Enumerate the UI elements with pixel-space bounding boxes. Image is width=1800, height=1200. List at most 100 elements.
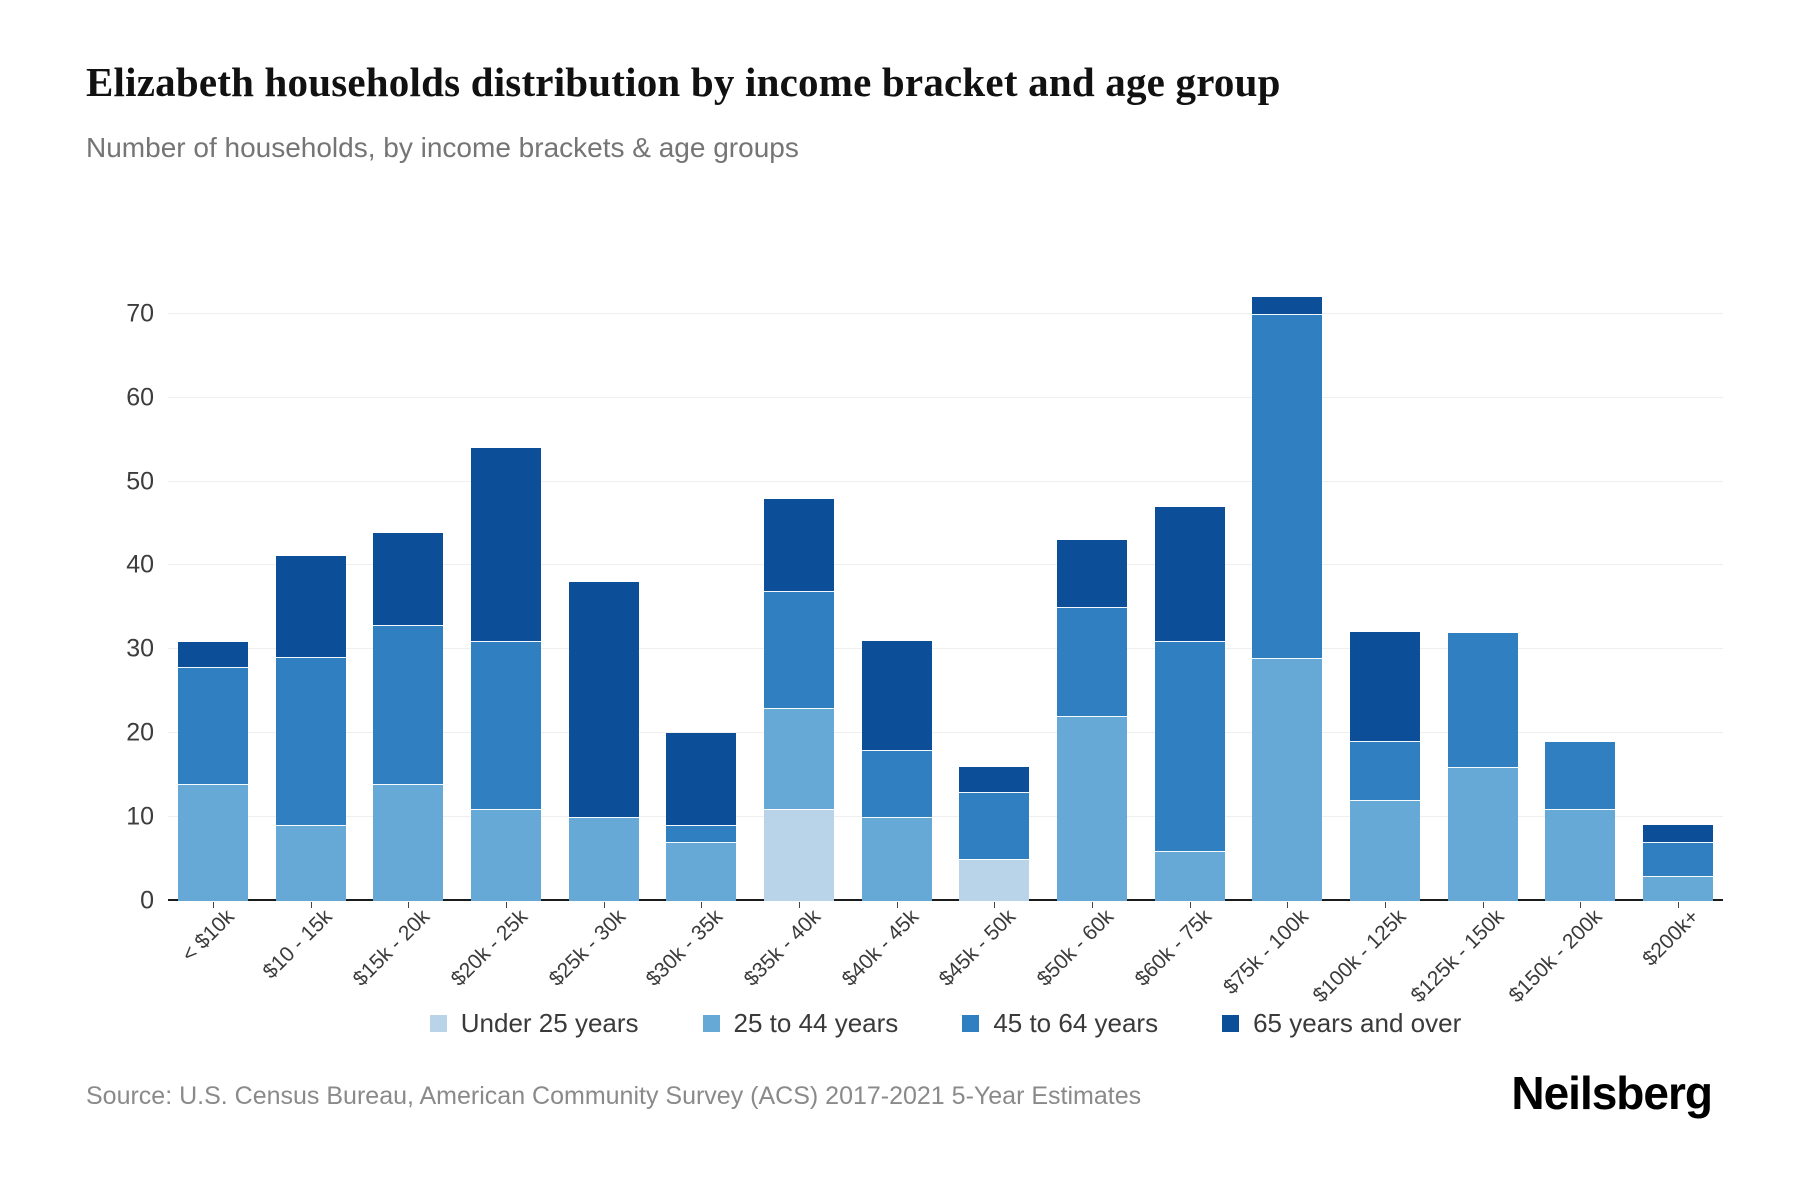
bar-segment-65-years-and-over[interactable] [275,556,346,657]
chart-legend: Under 25 years 25 to 44 years 45 to 64 yea… [168,1008,1723,1039]
bar-segment-45-to-64-years[interactable] [1349,741,1420,800]
x-axis-tick [505,902,507,908]
legend-label: 25 to 44 years [733,1008,899,1038]
legend-item-65-years-and-over: 65 years and over [1222,1008,1461,1039]
bar-segment-25-to-44-years[interactable] [1447,767,1518,901]
x-axis-label: $40k - 45k [837,905,923,991]
x-axis-tick [896,902,898,908]
bar-50k-60k: $50k - 60k [1032,297,1127,991]
x-axis-label: $60k - 75k [1130,905,1216,991]
bar-segment-25-to-44-years[interactable] [1154,851,1225,901]
legend-item-under-25-years: Under 25 years [429,1008,639,1039]
x-axis-tick [310,902,312,908]
bar-segment-65-years-and-over[interactable] [959,767,1030,792]
bar-segment-45-to-64-years[interactable] [373,625,444,784]
source-note: Source: U.S. Census Bureau, American Com… [86,1082,1142,1110]
x-axis-label: $30k - 35k [641,905,728,991]
bar-30k-35k: $30k - 35k [642,297,737,991]
bar-segment-45-to-64-years[interactable] [1642,842,1713,876]
bar-segment-25-to-44-years[interactable] [1252,658,1323,901]
x-axis-label: $25k - 30k [544,905,630,991]
bar-segment-25-to-44-years[interactable] [1642,876,1713,901]
bar-segment-25-to-44-years[interactable] [178,784,248,901]
bar-segment-45-to-64-years[interactable] [763,591,834,708]
bar-segment-65-years-and-over[interactable] [470,448,541,641]
bar-segment-under-25-years[interactable] [763,809,834,901]
bar-segment-45-to-64-years[interactable] [1154,641,1225,851]
bar-15k-20k: $15k - 20k [349,297,444,991]
y-axis-tick-label-40: 40 [126,550,154,579]
bar-segment-25-to-44-years[interactable] [666,842,737,901]
x-axis-tick [1580,902,1582,908]
bar-segment-45-to-64-years[interactable] [1545,742,1616,809]
bars-container: < $10k $10 - 15k $15k - 20k $20k - 25k $25k … [168,297,1723,1007]
bar-segment-45-to-64-years[interactable] [666,825,737,842]
bar-segment-65-years-and-over[interactable] [861,641,932,750]
bar-segment-65-years-and-over[interactable] [666,733,737,825]
bar-segment-25-to-44-years[interactable] [1349,800,1420,901]
bar-segment-45-to-64-years[interactable] [470,641,541,809]
x-axis-tick [408,902,410,908]
x-axis-tick [1189,902,1191,908]
bar-40k-45k: $40k - 45k [837,297,932,991]
bar-segment-65-years-and-over[interactable] [1642,825,1713,842]
x-axis-tick [1384,902,1386,908]
x-axis-label: $15k - 20k [348,905,435,991]
gridline-20 [168,732,1723,733]
gridline-50 [168,481,1723,482]
x-axis-label: $50k - 60k [1032,905,1119,991]
bar-segment-25-to-44-years[interactable] [373,784,444,901]
bar-45k-50k: $45k - 50k [935,297,1030,991]
bar-segment-65-years-and-over[interactable] [178,642,248,667]
bar-segment-65-years-and-over[interactable] [1349,632,1420,741]
legend-label: 65 years and over [1253,1008,1462,1038]
bar-segment-65-years-and-over[interactable] [1056,540,1127,607]
x-axis-label: $125k - 150k [1406,905,1509,1008]
legend-label: Under 25 years [460,1008,639,1038]
bar-200k: $200k+ [1639,297,1713,970]
x-axis-label: $10 - 15k [258,905,337,984]
bar-segment-25-to-44-years[interactable] [763,708,834,809]
bar-segment-65-years-and-over[interactable] [1252,297,1323,314]
bar-125k-150k: $125k - 150k [1407,297,1518,1007]
bar-segment-25-to-44-years[interactable] [1545,809,1616,901]
bar-segment-65-years-and-over[interactable] [568,582,639,817]
x-axis-tick [603,902,605,908]
gridline-30 [168,648,1723,649]
bar-10-15k: $10 - 15k [259,297,346,983]
bar-segment-65-years-and-over[interactable] [373,533,444,625]
x-axis-label: < $10k [177,905,240,967]
x-axis-tick [1482,902,1484,908]
neilsberg-logo: Neilsberg [1511,1067,1713,1119]
bar-segment-25-to-44-years[interactable] [568,817,639,901]
bar-segment-45-to-64-years[interactable] [275,657,346,825]
y-axis-tick-label-50: 50 [126,467,154,496]
gridline-10 [168,816,1723,817]
bar-segment-45-to-64-years[interactable] [1056,607,1127,716]
x-axis-tick [994,902,996,908]
bar-segment-45-to-64-years[interactable] [861,750,932,817]
bar-segment-45-to-64-years[interactable] [1252,314,1323,658]
gridline-60 [168,397,1723,398]
bar-segment-45-to-64-years[interactable] [959,792,1030,859]
bar-segment-25-to-44-years[interactable] [275,825,346,901]
x-axis-tick [798,902,800,908]
x-axis-label: $150k - 200k [1504,905,1607,1008]
bar-segment-25-to-44-years[interactable] [1056,716,1127,901]
bar-segment-65-years-and-over[interactable] [1154,507,1225,641]
x-axis-tick [1287,902,1289,908]
bar-segment-65-years-and-over[interactable] [763,499,834,591]
bar-segment-45-to-64-years[interactable] [1447,633,1518,767]
gridline-40 [168,564,1723,565]
bar-segment-45-to-64-years[interactable] [178,667,248,784]
bar-75k-100k: $75k - 100k [1220,297,1323,999]
x-axis-label: $20k - 25k [446,905,533,991]
bar-segment-25-to-44-years[interactable] [861,817,932,901]
bar-segment-under-25-years[interactable] [959,859,1030,901]
y-axis-tick-label-70: 70 [126,299,154,328]
x-axis-label: $200k+ [1638,905,1705,971]
bar-150k-200k: $150k - 200k [1504,297,1616,1007]
y-axis-tick-label-30: 30 [126,634,154,663]
bar-segment-25-to-44-years[interactable] [470,809,541,901]
